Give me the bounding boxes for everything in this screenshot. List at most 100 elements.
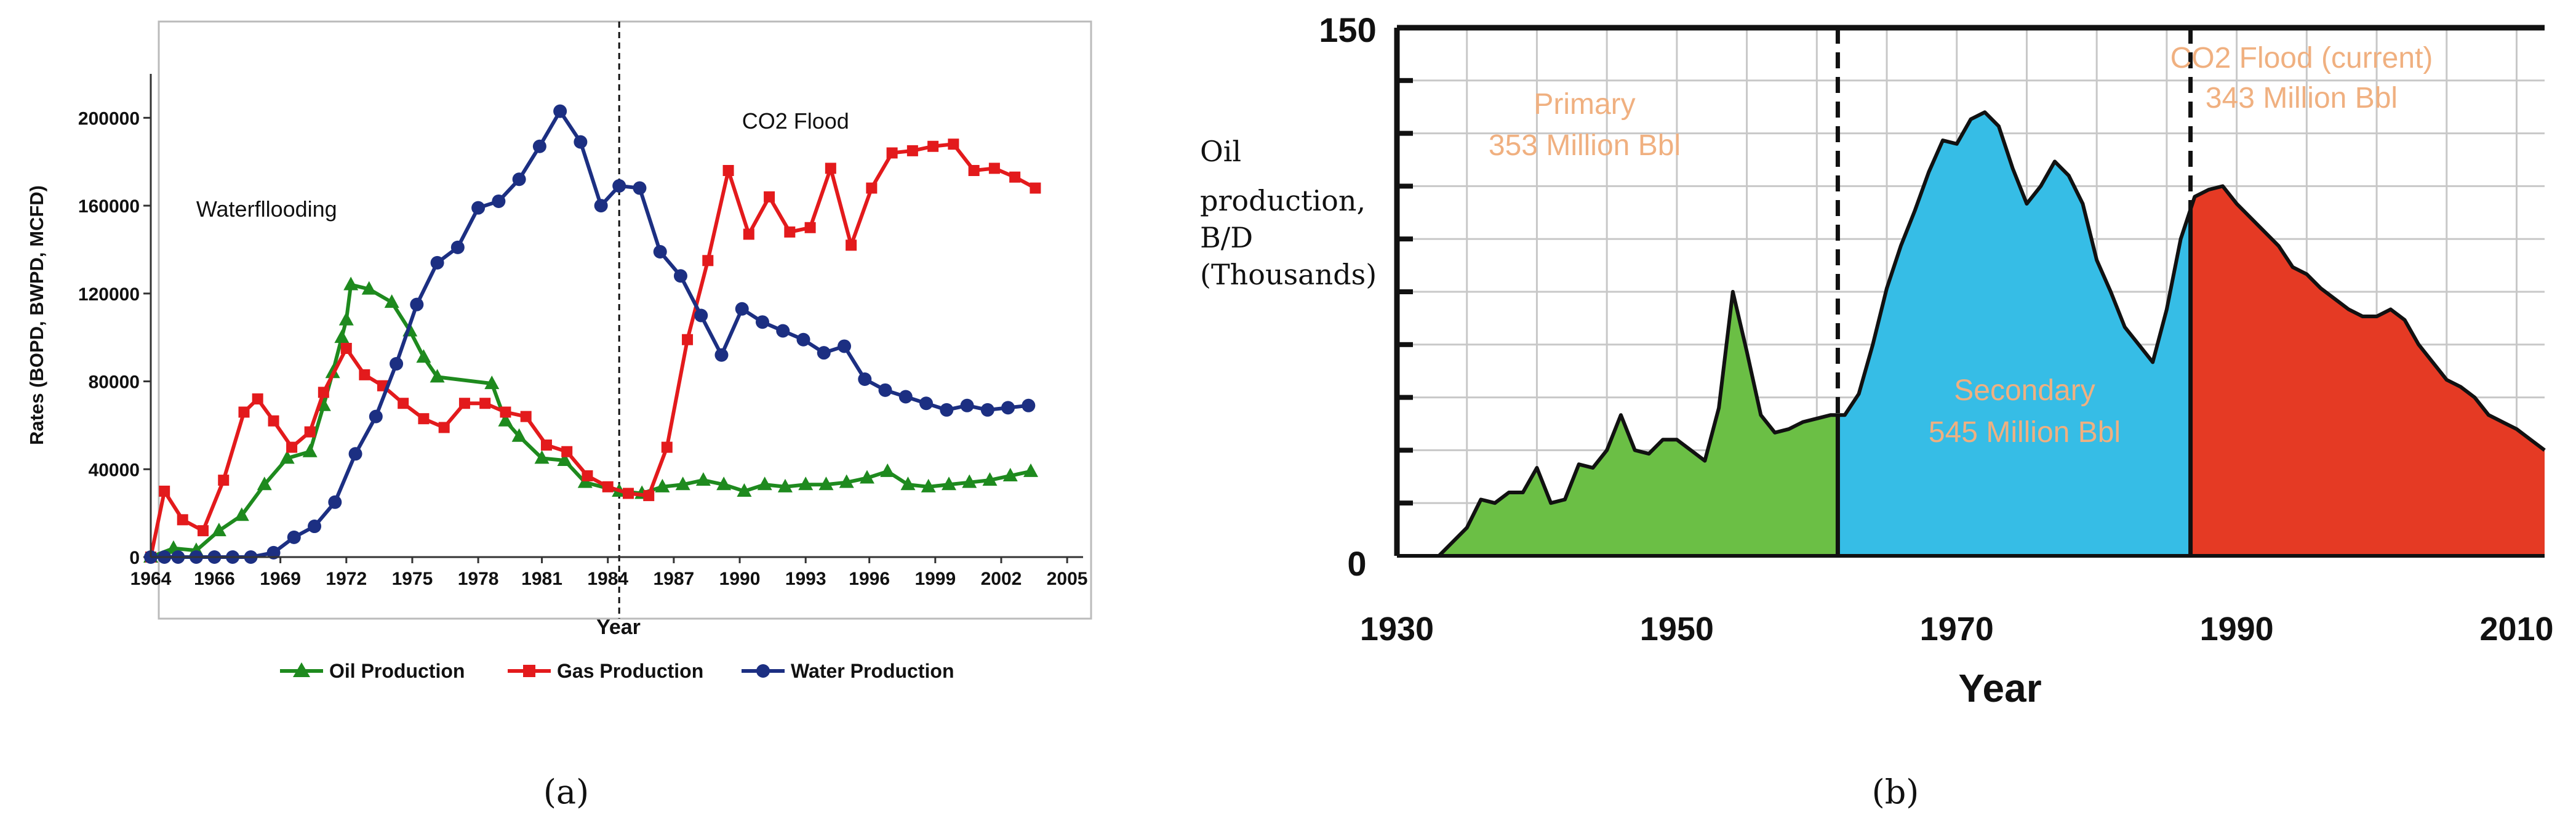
panel-b-ytick-mark [1397, 500, 1413, 506]
data-point-gas-production [643, 490, 655, 502]
data-point-oil-production [234, 507, 249, 521]
data-point-oil-production [962, 474, 977, 488]
panel-b-x-tick-labels: 1930 1950 1970 1990 2010 [1360, 611, 2554, 648]
data-point-oil-production [675, 476, 690, 491]
data-point-oil-production [384, 294, 399, 308]
data-point-oil-production [880, 463, 895, 477]
legend-item-gas: Gas Production [508, 660, 703, 682]
data-point-gas-production [540, 440, 552, 451]
data-point-oil-production [338, 311, 354, 326]
panel-a-ytick-label: 200000 [78, 108, 140, 129]
panel-a-ytick-label: 0 [129, 548, 140, 568]
data-point-gas-production [479, 398, 491, 409]
panel-a-xtick-label: 1996 [849, 569, 890, 589]
panel-b-production-line [1397, 110, 2546, 558]
data-point-gas-production [340, 343, 352, 355]
phase-area-secondary [1838, 112, 2191, 556]
data-point-gas-production [318, 387, 329, 398]
panel-a-ytick-label: 160000 [78, 196, 140, 217]
series-line-gas-production [149, 142, 1036, 558]
panel-a-ytick-label: 120000 [78, 284, 140, 305]
data-point-oil-production [279, 450, 295, 464]
data-point-gas-production [927, 140, 939, 152]
panel-a-xtick-label: 1987 [654, 569, 695, 589]
data-point-water-production [898, 390, 913, 404]
data-point-gas-production [764, 191, 775, 203]
data-point-gas-production [988, 163, 1000, 174]
data-point-oil-production [511, 428, 527, 442]
data-point-water-production [858, 372, 872, 386]
data-point-gas-production [682, 334, 694, 345]
data-point-gas-production [398, 398, 409, 409]
data-point-gas-production [1009, 171, 1021, 183]
panel-b-ylabel-line-2: production, [1200, 184, 1366, 217]
data-point-water-production [492, 194, 506, 208]
data-point-gas-production [846, 239, 857, 251]
data-point-gas-production [886, 147, 898, 159]
data-point-water-production [287, 530, 301, 544]
data-point-oil-production [798, 476, 814, 491]
data-point-water-production [430, 255, 444, 270]
panel-b-ytick-mark [1397, 448, 1413, 453]
data-point-water-production [673, 269, 687, 283]
data-point-oil-production [777, 478, 793, 492]
data-point-water-production [755, 315, 769, 329]
annotation-waterflooding: Waterfllooding [196, 196, 337, 222]
data-point-oil-production [941, 476, 956, 491]
data-point-gas-production [268, 415, 279, 427]
series-gas-production [145, 138, 1041, 563]
data-point-gas-production [702, 255, 714, 267]
annotation-co2-flood: CO2 Flood [742, 108, 849, 134]
data-point-oil-production [900, 476, 916, 491]
data-point-gas-production [582, 470, 593, 481]
panel-a-legend: Oil Production Gas Production Water Prod… [280, 660, 954, 682]
data-point-gas-production [520, 411, 532, 422]
panel-a-series-group [143, 104, 1041, 564]
legend-label-gas: Gas Production [557, 660, 703, 682]
data-point-water-production [532, 139, 546, 153]
data-point-gas-production [252, 393, 263, 405]
data-point-gas-production [1030, 182, 1041, 194]
data-point-water-production [612, 179, 626, 193]
data-point-oil-production [982, 472, 998, 486]
panel-a-xtick-label: 1975 [392, 569, 433, 589]
panel-b-ytick-mark [1397, 395, 1413, 400]
data-point-water-production [980, 403, 994, 417]
data-point-oil-production [1002, 467, 1018, 481]
panel-b-label: (b) [1872, 773, 1919, 811]
data-point-oil-production [695, 472, 711, 486]
panel-a-xtick-label: 2002 [981, 569, 1022, 589]
panel-a-ylabel: Rates (BOPD, BWPD, MCFD) [26, 185, 47, 445]
data-point-oil-production [716, 476, 732, 491]
phase-volume-secondary: 545 Million Bbl [1929, 416, 2121, 449]
panel-b-ytick-mark [1397, 289, 1413, 294]
panel-a-ytick-label: 80000 [89, 372, 140, 393]
panel-a-xtick-label: 1969 [260, 569, 301, 589]
data-point-water-production [633, 181, 647, 195]
panel-b-phase-dividers [1835, 28, 2193, 556]
data-point-water-production [878, 383, 892, 397]
panel-b-ylabel-line-1: Oil [1200, 135, 1241, 168]
data-point-oil-production [302, 443, 318, 457]
panel-a-xtick-label: 1984 [587, 569, 628, 589]
legend-item-oil: Oil Production [280, 660, 465, 682]
data-point-gas-production [286, 441, 298, 453]
data-point-oil-production [557, 452, 572, 466]
panel-a-xtick-label: 1999 [914, 569, 956, 589]
data-point-gas-production [948, 138, 959, 150]
panel-a-label: (a) [543, 773, 589, 811]
data-point-gas-production [743, 228, 754, 240]
phase-volume-primary: 353 Million Bbl [1489, 129, 1681, 162]
data-point-water-production [471, 201, 486, 215]
data-point-oil-production [655, 478, 670, 492]
data-point-water-production [653, 245, 667, 259]
data-point-water-production [410, 297, 424, 311]
data-point-water-production [694, 308, 708, 323]
data-point-water-production [308, 520, 322, 534]
data-point-oil-production [1023, 463, 1039, 477]
series-water-production [144, 104, 1036, 564]
data-point-gas-production [159, 485, 170, 497]
data-point-gas-production [238, 406, 250, 418]
panel-a-plot-frame [158, 20, 1092, 620]
data-point-oil-production [737, 483, 752, 497]
